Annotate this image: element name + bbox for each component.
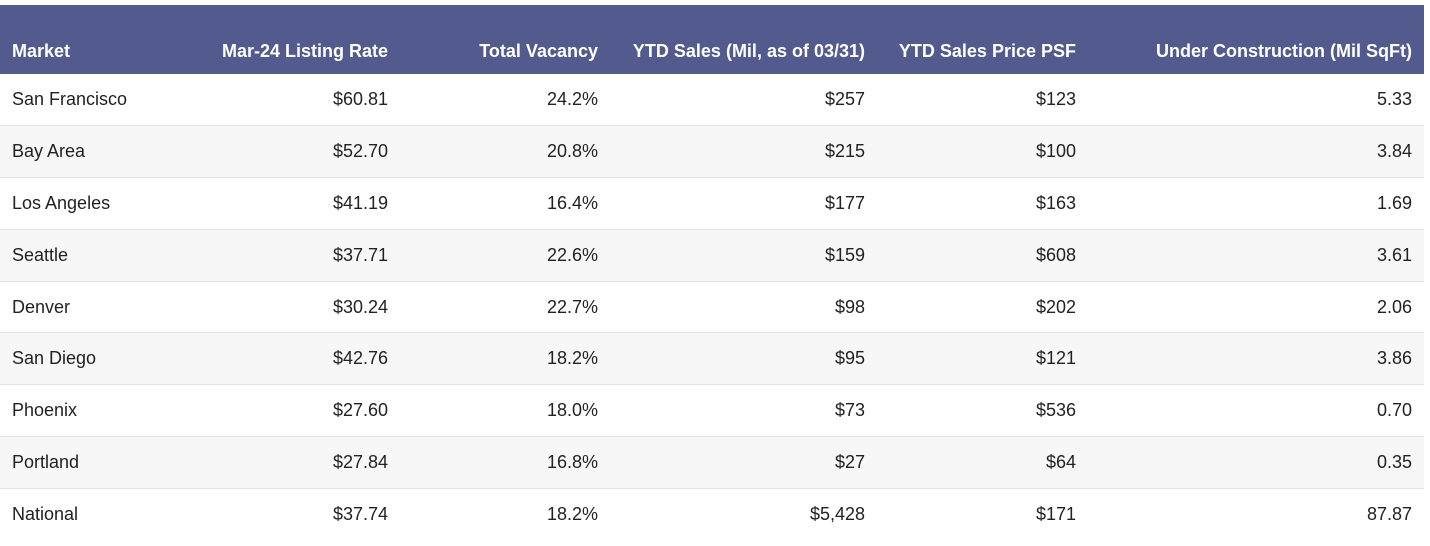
- cell-listing-rate: $41.19: [332, 192, 388, 213]
- table-header: Market Mar-24 Listing Rate Total Vacancy…: [0, 5, 1424, 74]
- cell-ytd-sales: $27: [834, 451, 865, 472]
- cell-market: Bay Area: [12, 141, 86, 162]
- header-total-vacancy: Total Vacancy: [479, 41, 598, 61]
- table-row: Bay Area $52.70 20.8% $215 $100 3.84: [0, 125, 1424, 178]
- cell-ytd-sales-price-psf: $123: [1035, 89, 1076, 110]
- cell-ytd-sales: $95: [834, 348, 865, 369]
- cell-ytd-sales: $177: [824, 192, 865, 213]
- cell-under-construction: 3.84: [1376, 141, 1412, 162]
- cell-ytd-sales-price-psf: $121: [1035, 348, 1076, 369]
- cell-market: Phoenix: [12, 400, 78, 421]
- header-market: Market: [12, 41, 71, 61]
- header-listing-rate: Mar-24 Listing Rate: [221, 41, 388, 61]
- cell-ytd-sales-price-psf: $608: [1035, 244, 1076, 265]
- cell-ytd-sales-price-psf: $202: [1035, 296, 1076, 317]
- cell-total-vacancy: 20.8%: [546, 141, 598, 162]
- table-row: Portland $27.84 16.8% $27 $64 0.35: [0, 436, 1424, 489]
- table-body: San Francisco $60.81 24.2% $257 $123 5.33 Bay …: [0, 74, 1424, 540]
- cell-under-construction: 87.87: [1366, 504, 1412, 525]
- cell-ytd-sales: $159: [824, 244, 865, 265]
- cell-total-vacancy: 22.7%: [546, 296, 598, 317]
- header-under-construction: Under Construction (Mil SqFt): [1156, 41, 1412, 61]
- cell-ytd-sales-price-psf: $163: [1035, 192, 1076, 213]
- cell-under-construction: 0.35: [1376, 451, 1412, 472]
- cell-listing-rate: $37.74: [332, 504, 388, 525]
- header-ytd-sales: YTD Sales (Mil, as of 03/31): [632, 41, 865, 61]
- cell-total-vacancy: 16.4%: [546, 192, 598, 213]
- cell-ytd-sales-price-psf: $64: [1045, 451, 1076, 472]
- cell-under-construction: 1.69: [1376, 192, 1412, 213]
- cell-market: Los Angeles: [12, 192, 111, 213]
- cell-ytd-sales: $5,428: [809, 504, 865, 525]
- cell-market: Portland: [12, 451, 80, 472]
- header-row: Market Mar-24 Listing Rate Total Vacancy…: [0, 5, 1424, 74]
- cell-total-vacancy: 18.2%: [546, 504, 598, 525]
- table-row: San Diego $42.76 18.2% $95 $121 3.86: [0, 332, 1424, 385]
- market-table: Market Mar-24 Listing Rate Total Vacancy…: [0, 5, 1424, 540]
- cell-market: San Francisco: [12, 89, 128, 110]
- cell-ytd-sales: $98: [834, 296, 865, 317]
- table-row: National $37.74 18.2% $5,428 $171 87.87: [0, 488, 1424, 540]
- table-row: San Francisco $60.81 24.2% $257 $123 5.33: [0, 74, 1424, 126]
- cell-market: San Diego: [12, 348, 97, 369]
- cell-listing-rate: $60.81: [332, 89, 388, 110]
- cell-under-construction: 2.06: [1376, 296, 1412, 317]
- cell-ytd-sales-price-psf: $536: [1035, 400, 1076, 421]
- cell-under-construction: 3.61: [1376, 244, 1412, 265]
- cell-total-vacancy: 18.0%: [546, 400, 598, 421]
- cell-listing-rate: $30.24: [332, 296, 388, 317]
- cell-listing-rate: $27.60: [332, 400, 388, 421]
- cell-total-vacancy: 18.2%: [546, 348, 598, 369]
- cell-total-vacancy: 22.6%: [546, 244, 598, 265]
- cell-ytd-sales: $215: [824, 141, 865, 162]
- cell-ytd-sales: $257: [824, 89, 865, 110]
- cell-market: Denver: [12, 296, 71, 317]
- table-row: Los Angeles $41.19 16.4% $177 $163 1.69: [0, 178, 1424, 230]
- cell-market: National: [12, 504, 79, 525]
- cell-ytd-sales-price-psf: $100: [1035, 141, 1076, 162]
- table-row: Phoenix $27.60 18.0% $73 $536 0.70: [0, 385, 1424, 437]
- cell-total-vacancy: 24.2%: [546, 89, 598, 110]
- table-row: Denver $30.24 22.7% $98 $202 2.06: [0, 281, 1424, 333]
- cell-under-construction: 3.86: [1376, 348, 1412, 369]
- cell-listing-rate: $27.84: [332, 451, 388, 472]
- header-ytd-sales-price-psf: YTD Sales Price PSF: [898, 41, 1076, 61]
- cell-under-construction: 0.70: [1376, 400, 1412, 421]
- cell-listing-rate: $52.70: [332, 141, 388, 162]
- cell-market: Seattle: [12, 244, 69, 265]
- cell-ytd-sales-price-psf: $171: [1035, 504, 1076, 525]
- cell-total-vacancy: 16.8%: [546, 451, 598, 472]
- cell-listing-rate: $37.71: [332, 244, 388, 265]
- cell-under-construction: 5.33: [1376, 89, 1412, 110]
- table-row: Seattle $37.71 22.6% $159 $608 3.61: [0, 229, 1424, 282]
- cell-ytd-sales: $73: [834, 400, 865, 421]
- cell-listing-rate: $42.76: [332, 348, 388, 369]
- market-table-container: Market Mar-24 Listing Rate Total Vacancy…: [0, 5, 1424, 540]
